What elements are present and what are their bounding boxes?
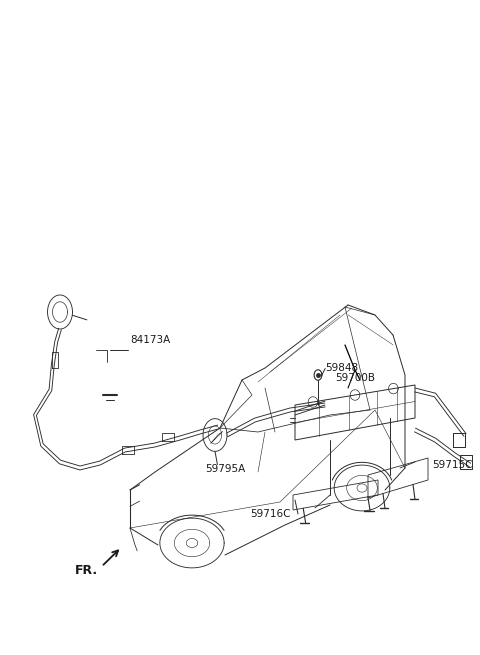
- Text: 59848: 59848: [325, 364, 359, 373]
- Text: 84173A: 84173A: [130, 335, 170, 345]
- Text: FR.: FR.: [75, 563, 98, 576]
- Text: 59716C: 59716C: [250, 509, 290, 519]
- Text: 59795A: 59795A: [205, 464, 246, 474]
- Text: 59700B: 59700B: [335, 373, 375, 383]
- Text: 59715C: 59715C: [432, 460, 472, 470]
